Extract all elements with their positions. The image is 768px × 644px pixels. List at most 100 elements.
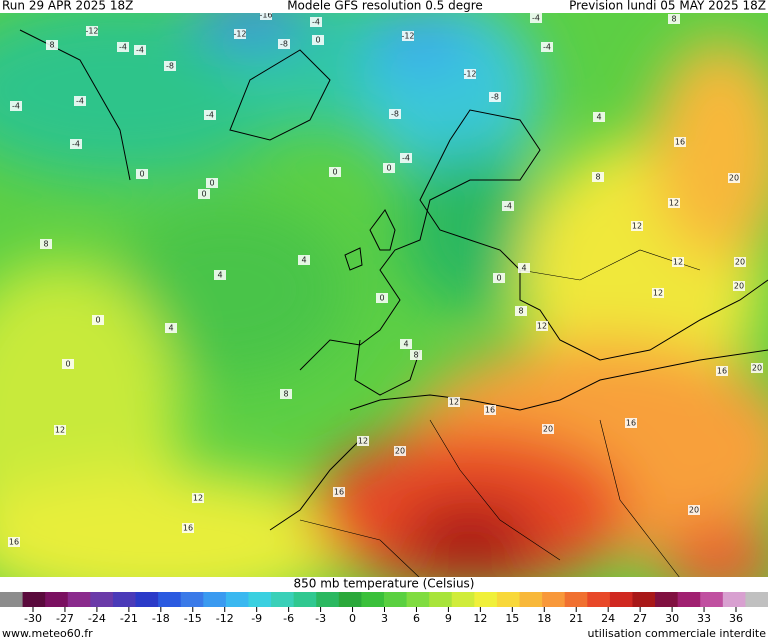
contour-label: 12 (358, 437, 368, 446)
contour-label-bg (400, 153, 412, 163)
contour-label: -4 (402, 154, 410, 163)
colorbar-swatch (519, 592, 543, 607)
colorbar-tick-label: 12 (473, 612, 487, 625)
colorbar-tick-label: -21 (120, 612, 138, 625)
colorbar-swatch (587, 592, 611, 607)
contour-label-bg (62, 359, 74, 369)
colorbar-swatch (158, 592, 182, 607)
colorbar-tick-label: -24 (88, 612, 106, 625)
colorbar-tick-label: 9 (445, 612, 452, 625)
contour-label-bg (464, 69, 476, 79)
contour-label-bg (733, 281, 745, 291)
contour-label: 20 (689, 506, 699, 515)
contour-label-bg (448, 397, 460, 407)
contour-label: -8 (166, 62, 174, 71)
contour-label: 4 (596, 113, 601, 122)
contour-label: -4 (72, 140, 80, 149)
contour-label-bg (493, 273, 505, 283)
colorbar-swatch (180, 592, 204, 607)
contour-label-bg (86, 26, 98, 36)
contour-label: 12 (55, 426, 65, 435)
colorbar-swatch (655, 592, 679, 607)
contour-label-bg (214, 270, 226, 280)
contour-label-bg (298, 255, 310, 265)
contour-label-bg (668, 14, 680, 24)
colorbar-swatch (722, 592, 746, 607)
contour-label: 16 (485, 406, 495, 415)
contour-label-bg (357, 436, 369, 446)
contour-label-bg (46, 40, 58, 50)
contour-label-bg (716, 366, 728, 376)
colorbar-tick-label: -12 (216, 612, 234, 625)
contour-label-bg (410, 350, 422, 360)
contour-label: 8 (49, 41, 54, 50)
contour-label-bg (674, 137, 686, 147)
contour-label-bg (502, 201, 514, 211)
contour-label-bg (592, 172, 604, 182)
colorbar-swatch (67, 592, 91, 607)
contour-label: -4 (119, 43, 127, 52)
contour-label-bg (260, 10, 272, 20)
colorbar: -30 -27 -24 -21 -18 -15 -12 -9 -6 -3 0 3 6 9 12 15 18 21 2… (0, 592, 768, 625)
contour-label-bg (530, 13, 542, 23)
contour-label: 0 (332, 168, 337, 177)
contour-label-bg (489, 92, 501, 102)
contour-label-bg (40, 239, 52, 249)
contour-label: 0 (315, 36, 320, 45)
contour-label: 8 (43, 240, 48, 249)
colorbar-tick-label: 33 (697, 612, 711, 625)
contour-label-bg (536, 321, 548, 331)
contour-label: -4 (206, 111, 214, 120)
colorbar-tick-label: 0 (349, 612, 356, 625)
contour-label: 20 (735, 258, 745, 267)
contour-label-bg (518, 263, 530, 273)
colorbar-swatch (135, 592, 159, 607)
contour-label-bg (312, 35, 324, 45)
contour-label-bg (206, 178, 218, 188)
contour-label-bg (751, 363, 763, 373)
usage-note: utilisation commerciale interdite (588, 627, 767, 640)
colorbar-tick-label: 21 (569, 612, 583, 625)
contour-label: 12 (449, 398, 459, 407)
contour-label: 16 (626, 419, 636, 428)
colorbar-swatch (338, 592, 362, 607)
colorbar-tick-label: 15 (505, 612, 519, 625)
contour-label: 4 (403, 340, 408, 349)
colorbar-swatch (293, 592, 317, 607)
colorbar-swatch (451, 592, 475, 607)
header-band (0, 0, 768, 13)
colorbar-tick-label: 3 (381, 612, 388, 625)
contour-label: 12 (653, 289, 663, 298)
contour-label-bg (234, 29, 246, 39)
contour-label: -16 (259, 11, 272, 20)
contour-label: 8 (595, 173, 600, 182)
contour-label-bg (734, 257, 746, 267)
contour-label: -4 (532, 14, 540, 23)
contour-label: 12 (537, 322, 547, 331)
contour-label: 16 (334, 488, 344, 497)
colorbar-tick-label: -18 (152, 612, 170, 625)
colorbar-swatch (542, 592, 566, 607)
colorbar-tick-label: -27 (56, 612, 74, 625)
contour-label: -8 (280, 40, 288, 49)
contour-label-bg (134, 45, 146, 55)
contour-label-bg (542, 424, 554, 434)
colorbar-swatch (316, 592, 340, 607)
contour-label-bg (280, 389, 292, 399)
contour-label: 16 (9, 538, 19, 547)
contour-label: 16 (717, 367, 727, 376)
colorbar-swatch (496, 592, 521, 607)
temperature-field (0, 0, 768, 610)
contour-label-bg (278, 39, 290, 49)
contour-label-bg (117, 42, 129, 52)
colorbar-swatch (406, 592, 430, 607)
contour-label: 0 (386, 164, 391, 173)
colorbar-tick-label: -3 (315, 612, 326, 625)
contour-label: 0 (139, 170, 144, 179)
contour-label: -4 (76, 97, 84, 106)
colorbar-swatch (700, 592, 724, 607)
model-label: Modele GFS resolution 0.5 degre (287, 0, 483, 13)
contour-label-bg (484, 405, 496, 415)
colorbar-swatch (361, 592, 385, 607)
